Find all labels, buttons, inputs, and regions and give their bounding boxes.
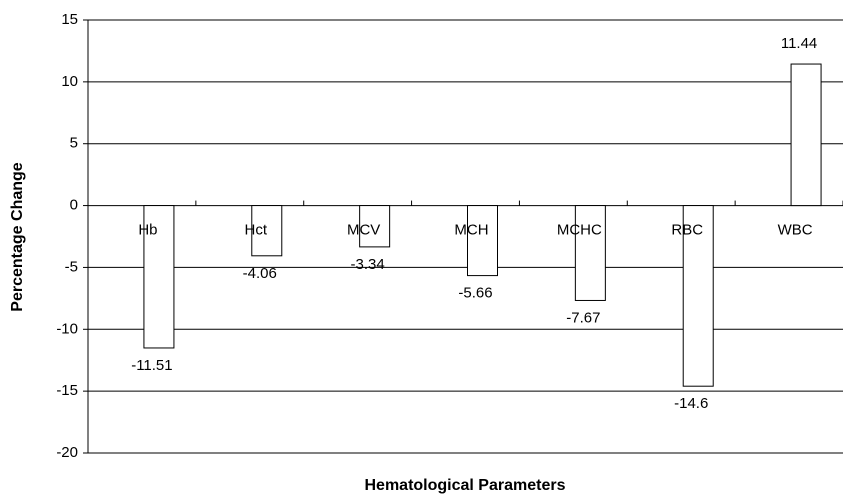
- bar: [574, 205, 606, 301]
- y-tick-label: 15: [61, 11, 78, 28]
- bar: [790, 63, 822, 207]
- data-label: 11.44: [781, 35, 817, 52]
- y-tick-label: -5: [65, 258, 78, 275]
- y-tick-label: 10: [61, 73, 78, 90]
- data-label: -7.67: [566, 309, 600, 326]
- x-tick-label: WBC: [778, 222, 813, 239]
- x-tick-label: RBC: [671, 222, 703, 239]
- y-tick-label: 5: [70, 135, 78, 152]
- data-label: -14.6: [674, 395, 708, 412]
- data-label: -5.66: [458, 285, 492, 302]
- x-tick-label: Hct: [245, 222, 268, 239]
- y-axis-title: Percentage Change: [9, 162, 26, 311]
- x-axis-title: Hematological Parameters: [365, 477, 566, 494]
- data-label: -4.06: [243, 265, 277, 282]
- bar: [467, 205, 498, 277]
- bar: [359, 205, 391, 248]
- y-tick-label: -20: [56, 444, 78, 461]
- x-tick-label: MCH: [454, 222, 488, 239]
- y-tick-label: -10: [56, 320, 78, 337]
- data-label: -3.34: [351, 256, 385, 273]
- bar: [143, 205, 175, 349]
- x-tick-label: MCHC: [557, 222, 602, 239]
- y-tick-label: -15: [56, 382, 78, 399]
- bar: [251, 205, 283, 257]
- bar: [682, 205, 714, 387]
- data-label: -11.51: [131, 357, 172, 374]
- x-tick-label: MCV: [347, 222, 380, 239]
- x-tick-label: Hb: [138, 222, 157, 239]
- y-tick-label: 0: [70, 197, 78, 214]
